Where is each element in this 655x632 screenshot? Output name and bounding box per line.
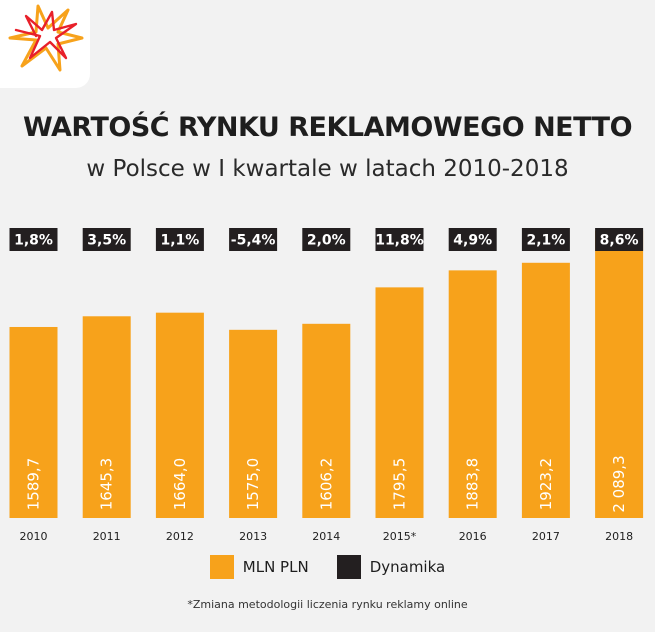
- x-tick-label: 2013: [239, 530, 267, 543]
- legend-label-dynamics: Dynamika: [369, 558, 446, 576]
- x-tick-label: 2014: [312, 530, 340, 543]
- bar-2011: [82, 316, 131, 518]
- legend-label-bars: MLN PLN: [242, 558, 309, 576]
- bar-value-label: 1575,0: [244, 458, 262, 511]
- legend-item-dynamika: Dynamika: [336, 555, 446, 579]
- chart-subtitle: w Polsce w I kwartale w latach 2010-2018: [86, 156, 569, 182]
- dynamics-box: [82, 228, 131, 251]
- dynamics-label: 2,1%: [526, 233, 565, 249]
- bar-value-label: 2 089,3: [610, 455, 628, 512]
- x-tick-label: 2011: [93, 530, 121, 543]
- legend-swatch-dynamics: [336, 555, 361, 579]
- dynamics-box: [155, 228, 204, 251]
- bar-2014: [302, 323, 351, 518]
- dynamics-label: -5,4%: [231, 233, 276, 249]
- dynamics-box: [521, 228, 570, 251]
- dynamics-box: [375, 228, 424, 251]
- dynamics-box: [302, 228, 351, 251]
- bar-2016: [448, 270, 497, 518]
- bar-2018: [595, 230, 644, 518]
- dynamics-box: [448, 228, 497, 251]
- bar-value-label: 1606,2: [317, 458, 335, 511]
- orange-star-logo-icon: [8, 4, 84, 72]
- bar-2012: [155, 312, 204, 518]
- legend: MLN PLN Dynamika: [0, 555, 655, 579]
- x-tick-label: 2012: [166, 530, 194, 543]
- bar-2015: [375, 287, 424, 518]
- bar-value-label: 1645,3: [98, 458, 116, 511]
- bar-value-label: 1883,8: [464, 458, 482, 511]
- x-tick-label: 2010: [20, 530, 48, 543]
- dynamics-label: 11,8%: [375, 233, 424, 249]
- dynamics-box: [9, 228, 58, 251]
- dynamics-label: 1,1%: [160, 233, 199, 249]
- dynamics-label: 2,0%: [307, 233, 346, 249]
- x-tick-label: 2018: [605, 530, 633, 543]
- bar-2010: [9, 326, 58, 518]
- logo-area: [0, 0, 90, 88]
- dynamics-label: 4,9%: [453, 233, 492, 249]
- x-tick-label: 2015*: [383, 530, 417, 543]
- dynamics-box: [229, 228, 278, 251]
- dynamics-label: 8,6%: [600, 233, 639, 249]
- bar-value-label: 1589,7: [25, 458, 43, 511]
- dynamics-label: 3,5%: [87, 233, 126, 249]
- bar-value-label: 1795,5: [391, 458, 409, 511]
- footnote: *Zmiana metodologii liczenia rynku rekla…: [187, 598, 468, 611]
- bar-2017: [521, 262, 570, 518]
- bar-value-label: 1664,0: [171, 458, 189, 511]
- dynamics-label: 1,8%: [14, 233, 53, 249]
- bar-value-label: 1923,2: [537, 458, 555, 511]
- dynamics-box: [595, 228, 644, 251]
- legend-item-mln-pln: MLN PLN: [209, 555, 309, 579]
- x-tick-label: 2016: [459, 530, 487, 543]
- legend-swatch-bars: [209, 555, 234, 579]
- chart-title: WARTOŚĆ RYNKU REKLAMOWEGO NETTO: [22, 112, 633, 143]
- x-tick-label: 2017: [532, 530, 560, 543]
- bar-2013: [229, 329, 278, 518]
